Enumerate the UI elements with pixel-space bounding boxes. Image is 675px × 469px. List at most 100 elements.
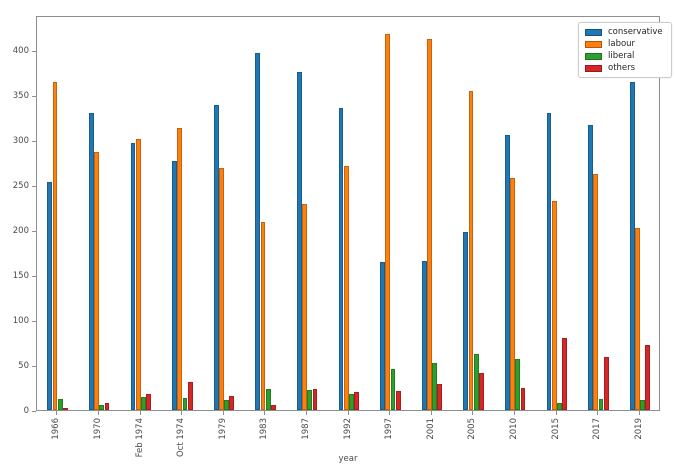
- x-tick-mark: [347, 411, 349, 415]
- x-tick-label: 2001: [425, 418, 436, 440]
- bar-liberal: [141, 397, 146, 410]
- x-tick-label: 2019: [633, 418, 644, 440]
- bar-liberal: [224, 400, 229, 410]
- legend-swatch-liberal: [585, 52, 602, 60]
- bar-conservative: [505, 134, 510, 410]
- bar-liberal: [432, 363, 437, 410]
- x-tick-label: 1992: [342, 418, 353, 440]
- bar-labour: [635, 228, 640, 410]
- legend-item-conservative: conservative: [585, 27, 663, 37]
- bar-others: [603, 356, 609, 410]
- bar-liberal: [99, 404, 105, 410]
- y-tick-mark: [32, 230, 36, 232]
- x-tick-mark: [264, 411, 266, 415]
- bar-others: [645, 345, 651, 410]
- x-tick-label: 1966: [51, 418, 62, 440]
- bar-labour: [593, 174, 599, 410]
- bar-labour: [343, 166, 349, 410]
- bar-conservative: [463, 231, 469, 410]
- bar-liberal: [307, 390, 313, 410]
- bar-liberal: [349, 393, 354, 410]
- x-tick-mark: [139, 411, 141, 415]
- x-tick-mark: [638, 411, 640, 415]
- bar-labour: [135, 139, 141, 410]
- bar-conservative: [380, 261, 385, 410]
- bar-others: [271, 404, 276, 410]
- y-tick-label: 350: [12, 91, 29, 101]
- bar-labour: [94, 151, 99, 410]
- y-tick-mark: [32, 95, 36, 97]
- bar-others: [479, 373, 484, 410]
- x-tick-mark: [597, 411, 599, 415]
- x-tick-label: 2015: [550, 418, 561, 440]
- bar-conservative: [338, 107, 344, 410]
- bar-others: [395, 391, 401, 410]
- x-tick-label: 2005: [467, 418, 478, 440]
- y-tick-mark: [32, 50, 36, 52]
- bar-labour: [219, 167, 224, 410]
- bar-conservative: [130, 142, 136, 410]
- bar-others: [312, 389, 318, 410]
- bar-conservative: [421, 260, 427, 410]
- y-tick-mark: [32, 275, 36, 277]
- x-tick-label: 2010: [508, 418, 519, 440]
- bar-conservative: [588, 124, 593, 410]
- bar-liberal: [57, 399, 63, 410]
- y-tick-mark: [32, 365, 36, 367]
- legend-swatch-others: [585, 64, 602, 72]
- bar-labour: [510, 177, 515, 410]
- bar-liberal: [182, 398, 188, 410]
- y-tick-mark: [32, 410, 36, 412]
- bar-liberal: [473, 354, 479, 410]
- bar-others: [229, 395, 235, 410]
- x-tick-mark: [389, 411, 391, 415]
- bar-others: [520, 388, 526, 410]
- y-tick-label: 400: [12, 46, 29, 56]
- y-tick-label: 50: [18, 361, 29, 371]
- x-tick-mark: [430, 411, 432, 415]
- legend-item-liberal: liberal: [585, 51, 663, 61]
- y-tick-label: 100: [12, 316, 29, 326]
- y-tick-label: 300: [12, 136, 29, 146]
- x-tick-label: 1987: [300, 418, 311, 440]
- bar-others: [354, 392, 359, 410]
- bar-labour: [385, 33, 391, 410]
- bar-labour: [468, 90, 474, 410]
- x-tick-mark: [305, 411, 307, 415]
- bar-conservative: [47, 182, 53, 410]
- bar-labour: [52, 82, 58, 410]
- x-tick-label: 1983: [259, 418, 270, 440]
- bar-liberal: [557, 402, 562, 410]
- bar-liberal: [640, 400, 645, 410]
- bar-conservative: [546, 113, 552, 410]
- plot-area: [36, 16, 660, 411]
- bar-conservative: [89, 113, 94, 410]
- x-tick-mark: [555, 411, 557, 415]
- bar-liberal: [390, 368, 396, 410]
- bar-others: [146, 393, 151, 410]
- bar-others: [187, 382, 193, 410]
- bar-conservative: [297, 71, 302, 410]
- y-tick-label: 200: [12, 226, 29, 236]
- x-tick-mark: [472, 411, 474, 415]
- bar-labour: [177, 128, 183, 410]
- x-tick-label: Oct 1974: [176, 418, 187, 458]
- y-tick-mark: [32, 320, 36, 322]
- legend-label: conservative: [608, 27, 663, 37]
- y-tick-label: 0: [23, 406, 29, 416]
- bar-labour: [551, 201, 557, 410]
- bar-labour: [427, 39, 432, 410]
- x-tick-mark: [222, 411, 224, 415]
- y-tick-mark: [32, 185, 36, 187]
- bar-conservative: [172, 160, 177, 410]
- bar-others: [104, 402, 110, 410]
- bar-labour: [302, 203, 307, 410]
- x-tick-label: 1979: [217, 418, 228, 440]
- y-tick-label: 250: [12, 181, 29, 191]
- legend-swatch-conservative: [585, 28, 602, 36]
- legend-label: others: [608, 63, 636, 73]
- legend-item-others: others: [585, 63, 663, 73]
- x-axis-title: year: [338, 454, 358, 464]
- y-tick-label: 150: [12, 271, 29, 281]
- bar-others: [437, 383, 443, 410]
